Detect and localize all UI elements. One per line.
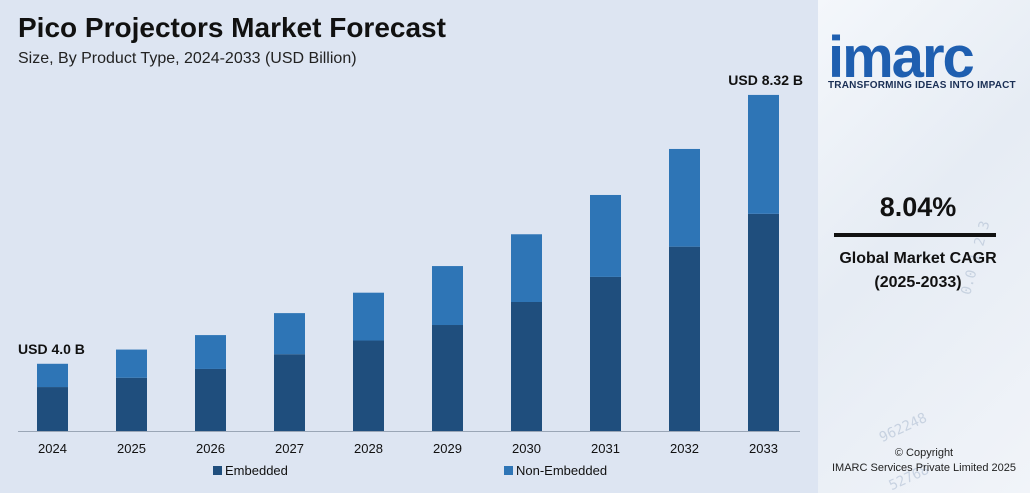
x-tick-label-2029: 2029 (433, 441, 462, 456)
bar-embedded-2031 (590, 276, 621, 431)
legend-swatch-embedded (213, 466, 222, 475)
x-tick-label-2028: 2028 (354, 441, 383, 456)
bar-embedded-2024 (37, 387, 68, 431)
cagr-divider (834, 233, 996, 237)
x-tick-label-2033: 2033 (749, 441, 778, 456)
annotation-2024: USD 4.0 B (18, 341, 85, 357)
bar-non-embedded-2029 (432, 266, 463, 326)
bar-embedded-2028 (353, 340, 384, 431)
x-tick-label-2031: 2031 (591, 441, 620, 456)
bar-embedded-2033 (748, 213, 779, 431)
x-tick-label-2026: 2026 (196, 441, 225, 456)
brand-sidebar: 0.0 1 2 3 962248 52768 imarc TRANSFORMIN… (818, 0, 1030, 493)
bar-embedded-2025 (116, 377, 147, 431)
imarc-logo: imarc (828, 28, 1023, 88)
x-tick-label-2027: 2027 (275, 441, 304, 456)
bar-embedded-2026 (195, 368, 226, 431)
logo-text: imarc (828, 25, 975, 90)
legend-label-embedded: Embedded (225, 463, 288, 478)
bar-non-embedded-2027 (274, 313, 305, 355)
bar-non-embedded-2024 (37, 363, 68, 388)
cagr-label: Global Market CAGR (2025-2033) (818, 247, 1018, 295)
annotation-2033: USD 8.32 B (728, 72, 803, 88)
copyright-line2: IMARC Services Private Limited 2025 (831, 462, 1016, 474)
legend-label-non-embedded: Non-Embedded (516, 463, 607, 478)
bar-non-embedded-2031 (590, 194, 621, 277)
x-tick-label-2032: 2032 (670, 441, 699, 456)
cagr-label-line2: (2025-2033) (874, 274, 962, 291)
x-tick-label-2025: 2025 (117, 441, 146, 456)
chart-panel: Pico Projectors Market Forecast Size, By… (0, 0, 818, 493)
legend-swatch-non-embedded (504, 466, 513, 475)
cagr-label-line1: Global Market CAGR (839, 250, 997, 267)
x-tick-label-2030: 2030 (512, 441, 541, 456)
x-tick-label-2024: 2024 (38, 441, 67, 456)
bar-non-embedded-2030 (511, 234, 542, 302)
copyright-line1: © Copyright (894, 447, 954, 459)
bar-non-embedded-2032 (669, 148, 700, 247)
cagr-value: 8.04% (879, 192, 957, 222)
chart-title: Pico Projectors Market Forecast (18, 12, 446, 43)
chart-subtitle: Size, By Product Type, 2024-2033 (USD Bi… (18, 50, 357, 67)
bar-embedded-2030 (511, 301, 542, 431)
bar-non-embedded-2033 (748, 94, 779, 214)
bar-non-embedded-2028 (353, 292, 384, 341)
bar-non-embedded-2026 (195, 335, 226, 369)
bar-embedded-2027 (274, 354, 305, 431)
bar-embedded-2032 (669, 246, 700, 431)
bar-chart: 2024 2025 2026 2027 2028 2029 2030 2031 2032 2033… (18, 72, 803, 478)
bar-embedded-2029 (432, 325, 463, 431)
logo-tagline: TRANSFORMING IDEAS INTO IMPACT (828, 80, 1016, 91)
bar-non-embedded-2025 (116, 349, 147, 378)
decorative-background-text: 962248 (876, 410, 930, 446)
copyright: © Copyright IMARC Services Private Limit… (818, 446, 1030, 476)
